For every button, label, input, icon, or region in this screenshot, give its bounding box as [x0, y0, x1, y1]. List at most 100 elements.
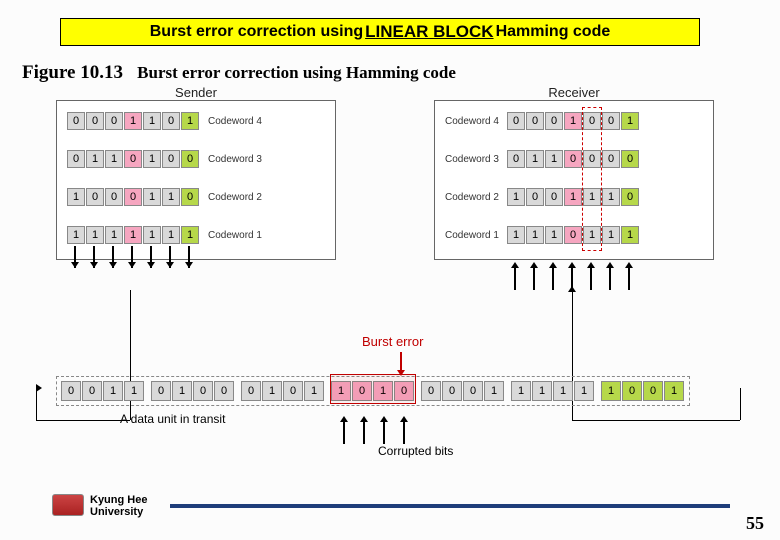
down-arrow-icon: [128, 262, 136, 268]
codeword-row: Codeword 21001110: [445, 187, 640, 207]
title-prefix: Burst error correction using: [150, 23, 363, 41]
bit-cell: 1: [105, 150, 123, 168]
bit-cell: 0: [526, 188, 544, 206]
up-arrow-icon: [380, 416, 388, 422]
codeword-label: Codeword 2: [445, 192, 505, 203]
bit-cell: 0: [621, 150, 639, 168]
bit-cell: 0: [622, 381, 642, 401]
bit-cell: 1: [621, 226, 639, 244]
page-number: 55: [746, 513, 764, 534]
bit-cell: 0: [61, 381, 81, 401]
corrupted-bits-label: Corrupted bits: [378, 444, 453, 458]
connector-line: [36, 388, 37, 420]
title-suffix: Hamming code: [496, 23, 611, 41]
bit-cell: 1: [553, 381, 573, 401]
codeword-label: Codeword 1: [208, 230, 262, 241]
bit-cell: 0: [394, 381, 414, 401]
data-unit-label: A data unit in transit: [120, 412, 225, 426]
bit-cell: 1: [511, 381, 531, 401]
codeword-label: Codeword 3: [208, 154, 262, 165]
university-name: Kyung Hee University: [90, 494, 147, 518]
bit-cell: 0: [105, 188, 123, 206]
receiver-interleave-arrows: [506, 262, 638, 268]
up-arrow-icon: [606, 262, 614, 268]
slide-title: Burst error correction using LINEAR BLOC…: [60, 18, 700, 46]
up-arrow-icon: [625, 262, 633, 268]
bit-cell: 0: [442, 381, 462, 401]
bit-cell: 0: [643, 381, 663, 401]
bit-cell: 1: [262, 381, 282, 401]
codeword-row: Codeword 40001001: [445, 111, 640, 131]
up-arrow-icon: [587, 262, 595, 268]
bit-cell: 1: [181, 112, 199, 130]
bit-cell: 0: [545, 188, 563, 206]
figure-text: Burst error correction using Hamming cod…: [137, 63, 456, 82]
connector-arrow: [568, 286, 576, 292]
bit-cell: 1: [143, 112, 161, 130]
bit-cell: 1: [304, 381, 324, 401]
down-arrow-icon: [109, 262, 117, 268]
bit-cell: 0: [162, 150, 180, 168]
bit-cell: 0: [162, 112, 180, 130]
up-arrow-icon: [530, 262, 538, 268]
bit-cell: 0: [352, 381, 372, 401]
bit-cell: 0: [214, 381, 234, 401]
codeword-label: Codeword 4: [445, 116, 505, 127]
bit-cell: 1: [86, 150, 104, 168]
down-arrow-icon: [185, 262, 193, 268]
codeword-row: 0001101Codeword 4: [67, 111, 262, 131]
bit-cell: 0: [241, 381, 261, 401]
bit-cell: 0: [86, 188, 104, 206]
bit-cell: 1: [507, 188, 525, 206]
bit-cell: 0: [621, 188, 639, 206]
bit-cell: 1: [124, 226, 142, 244]
down-arrow-icon: [147, 262, 155, 268]
figure-caption: Figure 10.13 Burst error correction usin…: [22, 62, 456, 84]
bit-cell: 0: [181, 150, 199, 168]
sender-interleave-arrows: [66, 262, 198, 268]
bit-cell: 0: [105, 112, 123, 130]
bit-cell: 1: [564, 112, 582, 130]
bit-cell: 1: [664, 381, 684, 401]
bit-cell: 1: [532, 381, 552, 401]
bit-cell: 0: [507, 112, 525, 130]
data-unit: 0011010001011010000111111001: [56, 376, 690, 406]
codeword-row: Codeword 11110111: [445, 225, 640, 245]
bit-cell: 0: [526, 112, 544, 130]
bit-cell: 1: [143, 188, 161, 206]
codeword-label: Codeword 4: [208, 116, 262, 127]
bit-cell: 0: [564, 226, 582, 244]
bit-cell: 0: [151, 381, 171, 401]
bit-cell: 0: [82, 381, 102, 401]
bit-cell: 1: [602, 226, 620, 244]
title-linear-block: LINEAR BLOCK: [363, 22, 495, 42]
bit-cell: 1: [86, 226, 104, 244]
corrupted-bits-arrows: [334, 416, 414, 422]
bit-cell: 1: [105, 226, 123, 244]
bit-cell: 1: [67, 226, 85, 244]
bit-cell: 0: [86, 112, 104, 130]
connector-line: [740, 388, 741, 420]
bit-cell: 1: [602, 188, 620, 206]
up-arrow-icon: [360, 416, 368, 422]
burst-error-arrow: [400, 352, 402, 370]
bit-cell: 1: [143, 226, 161, 244]
receiver-label: Receiver: [548, 85, 599, 100]
bit-cell: 0: [421, 381, 441, 401]
down-arrow-icon: [71, 262, 79, 268]
bit-cell: 1: [574, 381, 594, 401]
bit-cell: 1: [181, 226, 199, 244]
bit-cell: 1: [172, 381, 192, 401]
codeword-label: Codeword 2: [208, 192, 262, 203]
bit-cell: 1: [601, 381, 621, 401]
bit-cell: 1: [507, 226, 525, 244]
bit-cell: 0: [507, 150, 525, 168]
bit-cell: 1: [124, 381, 144, 401]
bit-cell: 1: [162, 226, 180, 244]
bit-cell: 1: [67, 188, 85, 206]
bit-cell: 0: [193, 381, 213, 401]
bit-cell: 1: [484, 381, 504, 401]
connector-line: [36, 420, 130, 421]
bit-cell: 0: [283, 381, 303, 401]
bit-cell: 0: [463, 381, 483, 401]
